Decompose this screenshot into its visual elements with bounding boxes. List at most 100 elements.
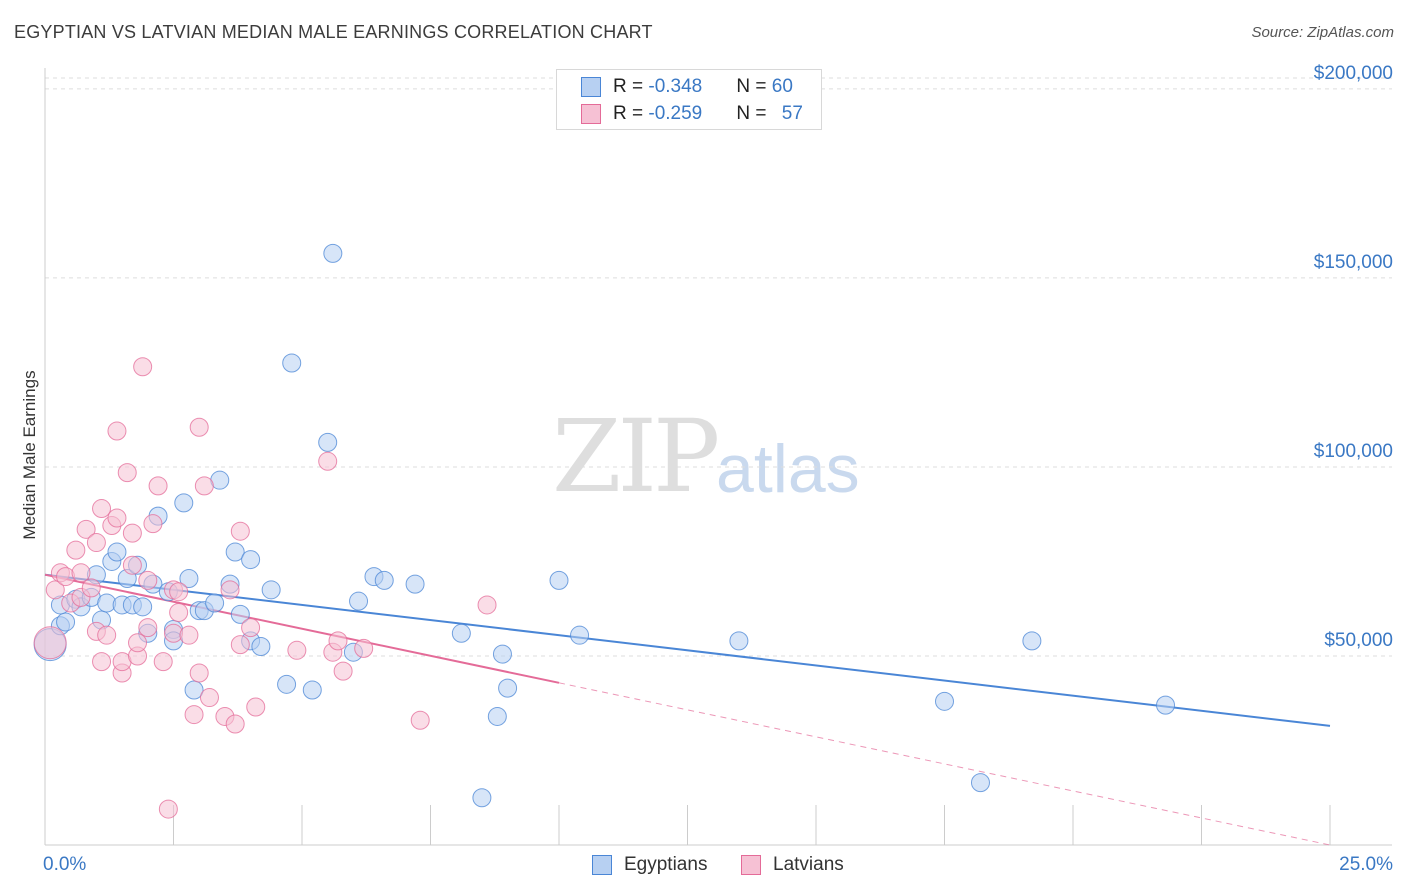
point-egyptians: [549, 570, 569, 590]
point-egyptians: [323, 243, 343, 263]
point-latvians: [107, 508, 127, 528]
axes: [44, 68, 1392, 846]
legend-row-latvians: R = -0.259 N = 57: [581, 102, 803, 126]
point-latvians: [107, 421, 127, 441]
point-egyptians: [230, 604, 250, 624]
point-latvians: [246, 697, 266, 717]
x-tick-label: 0.0%: [43, 854, 86, 875]
point-latvians: [153, 652, 173, 672]
bottom-legend-swatch-egyptians: [592, 855, 612, 875]
trend-lines: [44, 573, 1331, 846]
point-egyptians: [487, 706, 507, 726]
y-tick-label: $200,000: [1314, 63, 1393, 84]
point-latvians: [287, 640, 307, 660]
correlation-legend: R = -0.348 N = 60 R = -0.259 N = 57: [556, 69, 822, 130]
data-points: [33, 243, 1176, 819]
point-latvians: [138, 618, 158, 638]
point-latvians: [199, 688, 219, 708]
legend-row-egyptians: R = -0.348 N = 60: [581, 75, 793, 99]
legend-n-value: 57: [781, 103, 803, 124]
point-latvians: [97, 625, 117, 645]
watermark-zip: ZIP: [552, 398, 720, 515]
point-latvians: [122, 555, 142, 575]
source-label: Source: ZipAtlas.com: [1251, 24, 1394, 41]
point-latvians: [241, 618, 261, 638]
legend-swatch-egyptians: [581, 77, 601, 97]
point-egyptians: [282, 353, 302, 373]
point-latvians: [220, 580, 240, 600]
trend-line-egyptians: [44, 573, 1331, 727]
point-latvians: [33, 626, 67, 660]
point-egyptians: [184, 680, 204, 700]
point-egyptians: [302, 680, 322, 700]
legend-r-label: R =: [613, 103, 649, 124]
point-latvians: [66, 540, 86, 560]
point-egyptians: [241, 550, 261, 570]
y-tick-label: $150,000: [1314, 252, 1393, 273]
point-egyptians: [729, 631, 749, 651]
point-egyptians: [349, 591, 369, 611]
point-egyptians: [1022, 631, 1042, 651]
point-latvians: [76, 519, 96, 539]
point-latvians: [122, 523, 142, 543]
point-egyptians: [318, 432, 338, 452]
point-egyptians: [179, 568, 199, 588]
point-latvians: [158, 799, 178, 819]
point-latvians: [333, 661, 353, 681]
bottom-legend-latvians: Latvians: [741, 852, 844, 878]
trend-line-latvians: [44, 573, 560, 684]
point-latvians: [179, 625, 199, 645]
point-egyptians: [472, 788, 492, 808]
point-latvians: [143, 514, 163, 534]
bottom-legend-swatch-latvians: [741, 855, 761, 875]
point-egyptians: [133, 597, 153, 617]
point-latvians: [81, 578, 101, 598]
point-egyptians: [451, 623, 471, 643]
point-egyptians: [225, 542, 245, 562]
point-latvians: [189, 417, 209, 437]
legend-swatch-latvians: [581, 104, 601, 124]
y-axis-label: Median Male Earnings: [20, 370, 39, 539]
point-latvians: [92, 652, 112, 672]
point-egyptians: [1156, 695, 1176, 715]
point-egyptians: [107, 542, 127, 562]
legend-r-label: R =: [613, 76, 649, 97]
point-latvians: [410, 710, 430, 730]
point-egyptians: [935, 691, 954, 711]
tick-labels: $50,000 $100,000 $150,000 $200,000 0.0% 25.0%: [43, 63, 1393, 875]
point-latvians: [148, 476, 168, 496]
bottom-legend-egyptians: Egyptians: [592, 852, 707, 878]
point-egyptians: [492, 644, 512, 664]
point-egyptians: [205, 593, 225, 613]
point-egyptians: [56, 612, 76, 632]
point-latvians: [230, 521, 250, 541]
grid-lines: [45, 77, 1392, 657]
point-latvians: [86, 533, 106, 553]
legend-n-label: N =: [736, 103, 772, 124]
legend-r-value: -0.259: [648, 103, 703, 124]
point-latvians: [169, 603, 189, 622]
chart-title: EGYPTIAN VS LATVIAN MEDIAN MALE EARNINGS…: [14, 22, 653, 42]
point-latvians: [328, 631, 348, 651]
point-latvians: [354, 638, 374, 658]
point-latvians: [128, 633, 148, 653]
legend-n-label: N =: [736, 76, 772, 97]
point-latvians: [117, 463, 137, 483]
point-egyptians: [251, 637, 271, 657]
point-egyptians: [405, 574, 425, 594]
point-latvians: [138, 570, 158, 590]
bottom-legend-label-egyptians: Egyptians: [624, 854, 708, 875]
x-tick-label: 25.0%: [1339, 854, 1393, 875]
point-egyptians: [498, 678, 518, 698]
point-egyptians: [970, 773, 990, 793]
point-egyptians: [277, 674, 297, 694]
point-egyptians: [570, 625, 590, 645]
point-latvians: [477, 595, 497, 615]
point-egyptians: [374, 570, 394, 590]
y-tick-label: $100,000: [1314, 441, 1393, 462]
point-latvians: [92, 499, 112, 519]
point-egyptians: [261, 580, 281, 600]
point-latvians: [225, 714, 245, 734]
legend-r-value: -0.348: [648, 76, 703, 97]
point-latvians: [184, 705, 204, 725]
